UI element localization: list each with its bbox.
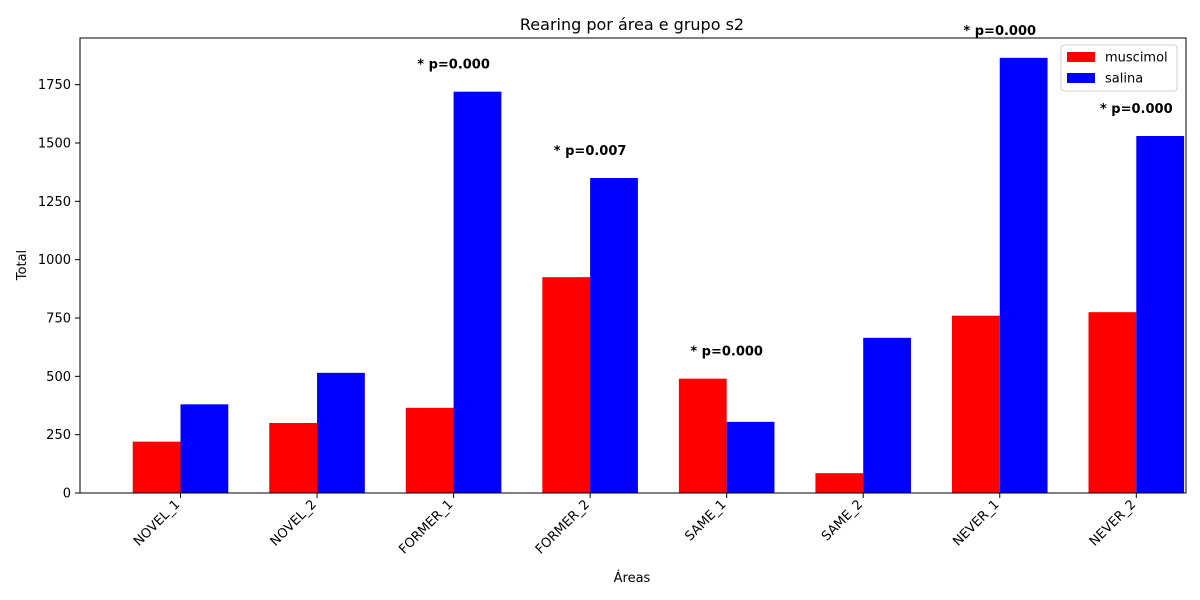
y-tick-label: 750 (46, 312, 71, 327)
legend-label-salina: salina (1105, 72, 1143, 87)
y-tick-label: 0 (63, 487, 71, 502)
bar-salina-same_1 (726, 421, 775, 493)
x-tick-label: NOVEL_2 (268, 497, 320, 549)
x-tick-label: SAME_2 (819, 497, 866, 544)
y-tick-label: 1000 (38, 253, 71, 268)
y-tick-label: 500 (46, 370, 71, 385)
bar-salina-former_1 (453, 91, 502, 494)
bar-muscimol-never_1 (951, 315, 1000, 493)
x-tick-label: NOVEL_1 (131, 497, 183, 549)
bar-salina-never_1 (999, 57, 1048, 493)
x-tick-label: NEVER_1 (950, 497, 1002, 549)
x-tick-label: SAME_1 (682, 497, 729, 544)
significance-annotation: * p=0.000 (1100, 102, 1173, 117)
bar-muscimol-novel_1 (132, 441, 181, 493)
legend: muscimol salina (1060, 44, 1178, 92)
y-tick-label: 250 (46, 428, 71, 443)
x-axis-label: Áreas (614, 570, 651, 586)
bar-salina-never_2 (1136, 136, 1185, 493)
legend-label-muscimol: muscimol (1105, 51, 1168, 66)
bar-muscimol-former_1 (405, 407, 454, 493)
plot-area: 0 250 500 750 1000 1250 1500 1750 NOVEL_1 NOVEL_2… (38, 24, 1187, 557)
significance-annotation: * p=0.000 (963, 24, 1036, 39)
y-tick-label: 1500 (38, 137, 71, 152)
bar-salina-former_2 (590, 178, 638, 493)
legend-swatch-muscimol (1067, 52, 1095, 62)
x-tick-label: FORMER_1 (396, 497, 456, 557)
bar-muscimol-same_2 (815, 473, 864, 493)
axes-frame (79, 37, 1187, 494)
significance-annotation: * p=0.000 (690, 345, 763, 360)
x-tick-label: NEVER_2 (1087, 497, 1139, 549)
y-tick-label: 1750 (38, 78, 71, 93)
bar-muscimol-never_2 (1088, 312, 1137, 493)
bar-muscimol-same_1 (678, 378, 727, 493)
legend-swatch-salina (1067, 73, 1095, 83)
y-axis-label: Total (15, 250, 30, 281)
y-tick-label: 1250 (38, 195, 71, 210)
bar-muscimol-novel_2 (269, 423, 318, 493)
significance-annotation: * p=0.000 (417, 58, 490, 73)
significance-annotation: * p=0.007 (554, 144, 627, 159)
bar-muscimol-former_2 (542, 277, 591, 493)
bar-salina-novel_1 (180, 404, 229, 493)
bar-salina-novel_2 (317, 372, 365, 493)
bar-salina-same_2 (863, 337, 912, 493)
chart-title: Rearing por área e grupo s2 (520, 15, 744, 34)
x-tick-label: FORMER_2 (533, 497, 593, 557)
